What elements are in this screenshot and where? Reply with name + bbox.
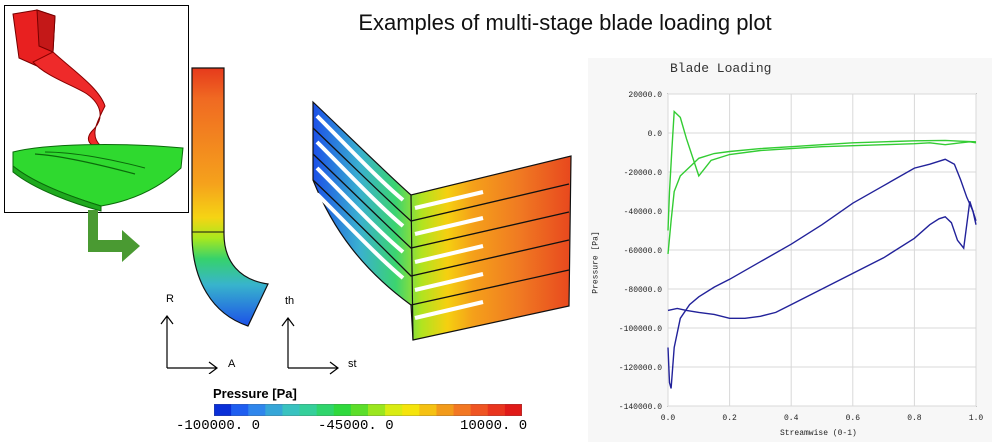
series-line-2 xyxy=(667,139,977,254)
y-tick-label: -100000.0 xyxy=(619,325,662,334)
colorbar-swatch xyxy=(316,404,335,416)
y-tick-label: -80000.0 xyxy=(624,286,663,295)
colorbar-swatch xyxy=(282,404,301,416)
colorbar-title: Pressure [Pa] xyxy=(213,386,297,401)
colorbar-swatch xyxy=(248,404,266,416)
series-line-3 xyxy=(667,158,977,389)
axis-r-label: R xyxy=(166,293,174,305)
meridional-axes-icon xyxy=(160,315,218,374)
flow-arrow-icon xyxy=(88,210,140,262)
colorbar-swatch xyxy=(231,404,249,416)
x-tick-label: 0.6 xyxy=(846,414,861,423)
y-tick-label: 0.0 xyxy=(648,130,663,139)
x-tick-label: 0.2 xyxy=(722,414,737,423)
blade-loading-chart: 20000.0 0.0 -20000.0 -40000.0 -60000.0 -80000… xyxy=(619,91,984,423)
colorbar-swatch xyxy=(419,404,437,416)
x-tick-label: 0.8 xyxy=(907,414,922,423)
x-tick-label: 1.0 xyxy=(969,414,984,423)
x-tick-label: 0.0 xyxy=(661,414,676,423)
axis-a-label: A xyxy=(228,358,236,370)
y-tick-label: -60000.0 xyxy=(624,247,663,256)
colorbar-tick-mid: -45000. 0 xyxy=(318,418,394,434)
colorbar-tick-max: 10000. 0 xyxy=(460,418,528,434)
colorbar-swatch xyxy=(487,404,506,416)
colorbar-swatch xyxy=(214,404,232,416)
axis-th-label: th xyxy=(285,295,295,307)
axis-st-label: st xyxy=(348,358,357,370)
colorbar-swatch xyxy=(504,404,522,416)
red-blade-shape xyxy=(32,51,106,147)
blade-to-blade-contour-view xyxy=(312,100,572,341)
pressure-colorbar xyxy=(214,404,522,416)
colorbar-swatch xyxy=(265,404,283,416)
y-tick-label: -140000.0 xyxy=(619,403,662,412)
blade-axes-icon xyxy=(281,317,339,375)
y-tick-label: -20000.0 xyxy=(624,169,663,178)
colorbar-swatch xyxy=(402,404,420,416)
colorbar-swatch xyxy=(368,404,386,416)
y-tick-label: -40000.0 xyxy=(624,208,663,217)
y-tick-label: -120000.0 xyxy=(619,364,662,373)
colorbar-swatch xyxy=(436,404,455,416)
colorbar-swatch xyxy=(385,404,403,416)
x-tick-label: 0.4 xyxy=(784,414,799,423)
colorbar-swatch xyxy=(350,404,369,416)
colorbar-swatch xyxy=(299,404,318,416)
series-line-1 xyxy=(667,109,977,231)
colorbar-swatch xyxy=(333,404,352,416)
page-title: Examples of multi-stage blade loading pl… xyxy=(358,10,772,35)
model-view-panel xyxy=(4,5,189,213)
colorbar-tick-min: -100000. 0 xyxy=(176,418,261,434)
series-line-4 xyxy=(667,201,977,319)
meridional-contour-view xyxy=(191,67,269,327)
plot-x-axis-label: Streamwise (0-1) xyxy=(780,429,857,438)
plot-y-axis-label: Pressure [Pa] xyxy=(591,231,601,294)
y-tick-label: 20000.0 xyxy=(628,91,662,100)
colorbar-swatch xyxy=(453,404,472,416)
plot-title: Blade Loading xyxy=(670,61,772,76)
colorbar-swatch xyxy=(470,404,489,416)
